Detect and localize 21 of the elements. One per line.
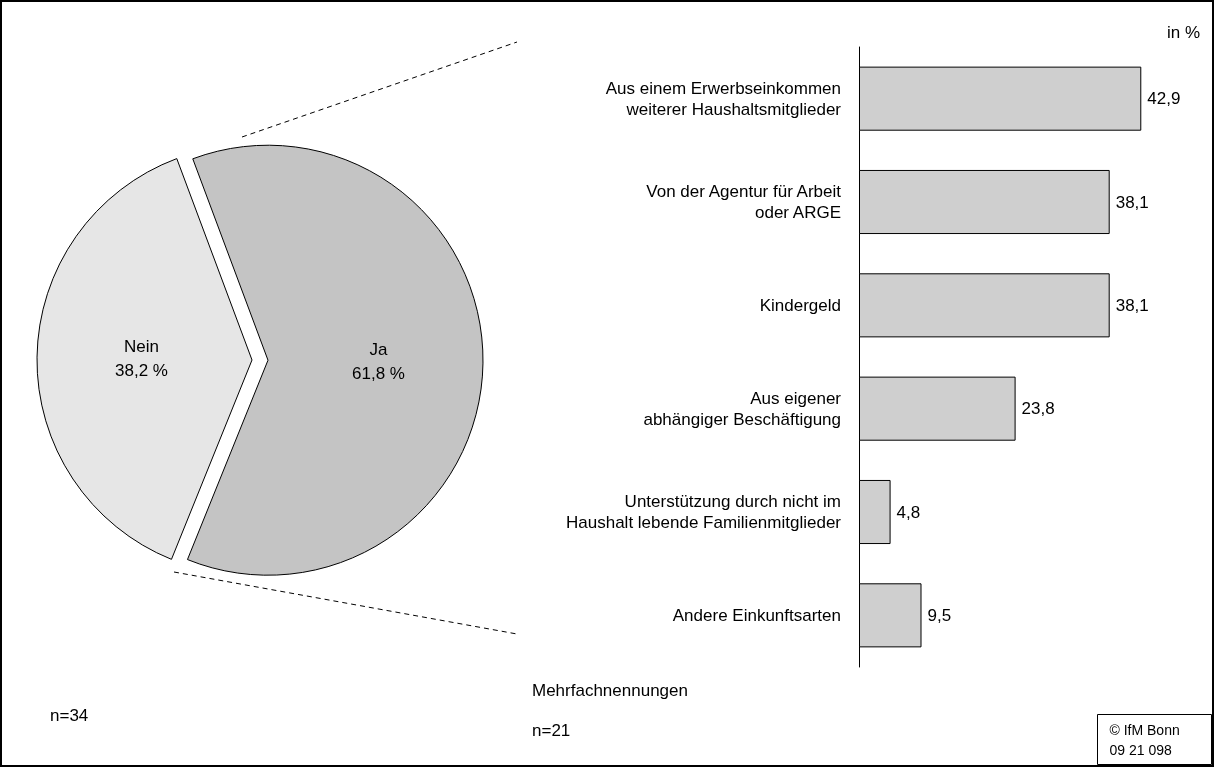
y-tick-label: Aus einem Erwerbseinkommen weiterer Haushaltsmitglieder [605,78,842,119]
y-tick-label: Kindergeld [759,295,841,315]
slice-label: Ja [369,340,388,360]
data-label: 38,1 [1115,192,1149,212]
x-axis-title: in % [1166,23,1201,42]
data-label: 61,8 % [352,364,405,384]
data-label: 23,8 [1021,399,1055,419]
data-label: 9,5 [927,605,952,625]
text: Mehrfachnennungen [532,681,688,700]
text: n=21 [532,721,571,740]
text: n=34 [50,706,89,725]
data-label: 4,8 [896,502,921,522]
y-tick-label: Von der Agentur für Arbeit oder ARGE [646,182,842,222]
data-label: 42,9 [1147,89,1181,109]
y-tick-label: Unterstützung durch nicht im Haushalt lebende Familienmitglieder [566,492,842,532]
slice-label: Nein [124,337,159,357]
text: © IfM Bonn 09 21 098 [1109,721,1180,758]
y-tick-label: Aus eigener abhängiger Beschäftigung [643,388,842,429]
data-label: 38,2 % [115,361,168,381]
y-tick-label: Andere Einkunftsarten [672,605,841,625]
data-label: 38,1 [1115,295,1149,315]
